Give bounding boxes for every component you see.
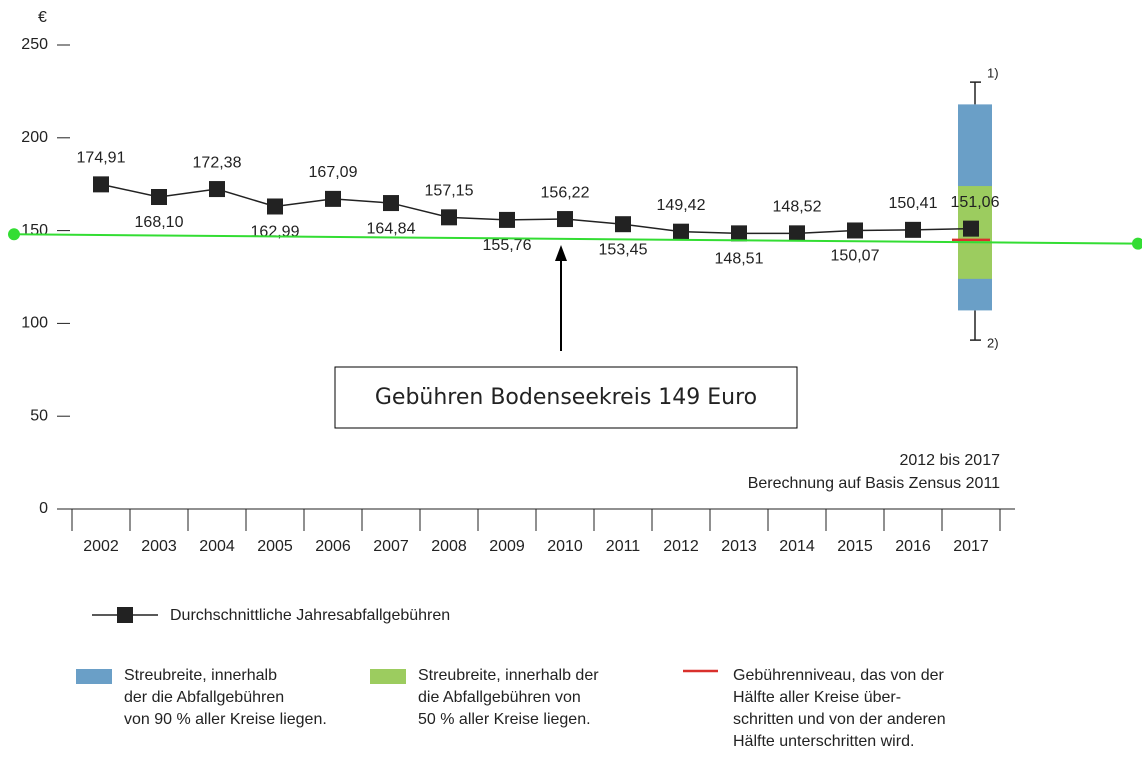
reference-end: [1132, 237, 1142, 250]
marker: [731, 225, 747, 242]
series-line: [100, 183, 972, 235]
marker: [209, 181, 225, 198]
y-tick-label: 200: [21, 129, 48, 146]
x-tick-label: 2005: [257, 538, 293, 555]
x-tick-label: 2015: [837, 538, 873, 555]
legend-label: schritten und von der anderen: [733, 711, 946, 728]
marker: [789, 225, 805, 242]
legend-label: der die Abfallgebühren: [124, 689, 284, 706]
value-label: 156,22: [541, 184, 590, 201]
annotation: Gebühren Bodenseekreis 149 Euro: [375, 385, 757, 410]
x-tick-label: 2012: [663, 538, 699, 555]
legend-label: von 90 % aller Kreise liegen.: [124, 711, 327, 728]
note: Berechnung auf Basis Zensus 2011: [748, 475, 1000, 492]
x-tick-label: 2010: [547, 538, 583, 555]
legend-marker: [117, 607, 133, 623]
y-tick-label: 250: [21, 36, 48, 53]
value-label: 153,45: [599, 241, 648, 258]
marker: [557, 211, 573, 228]
x-tick-label: 2004: [199, 538, 235, 555]
arrow-head: [555, 245, 567, 261]
unit-label: €: [38, 9, 47, 26]
marker: [325, 190, 341, 207]
whisker-label: 2): [987, 336, 999, 351]
value-label: 172,38: [193, 154, 242, 171]
x-tick-label: 2016: [895, 538, 931, 555]
value-label: 148,51: [715, 251, 764, 268]
x-tick-label: 2002: [83, 538, 119, 555]
value-label: 151,06: [951, 194, 1000, 211]
marker: [441, 209, 457, 226]
value-label: 167,09: [309, 164, 358, 181]
annotation-box: [334, 366, 798, 429]
marker: [93, 176, 109, 193]
whisker-label: 1): [987, 66, 999, 81]
legend-label: Hälfte unterschritten wird.: [733, 733, 914, 750]
marker: [963, 220, 979, 237]
legend-label: Streubreite, innerhalb der: [418, 667, 599, 684]
legend-label: Durchschnittliche Jahresabfallgebühren: [170, 607, 450, 624]
x-tick-label: 2003: [141, 538, 177, 555]
legend-label: Streubreite, innerhalb: [124, 667, 277, 684]
legend-label: Hälfte aller Kreise über-: [733, 689, 901, 706]
value-label: 168,10: [135, 214, 184, 231]
y-tick-label: 100: [21, 315, 48, 332]
legend-swatch: [370, 669, 406, 684]
marker: [615, 216, 631, 233]
x-tick-label: 2013: [721, 538, 757, 555]
marker: [267, 198, 283, 215]
x-tick-label: 2011: [606, 538, 641, 555]
value-label: 149,42: [657, 197, 706, 214]
reference-line: [13, 233, 1139, 245]
marker: [673, 223, 689, 240]
x-tick-label: 2006: [315, 538, 351, 555]
marker: [151, 189, 167, 206]
marker: [905, 221, 921, 238]
reference-end: [8, 228, 20, 241]
y-tick-label: 50: [30, 407, 48, 424]
value-label: 164,84: [367, 220, 416, 237]
x-tick-label: 2014: [779, 538, 815, 555]
note: 2012 bis 2017: [899, 452, 1000, 469]
value-label: 157,15: [425, 183, 474, 200]
value-label: 162,99: [251, 224, 300, 241]
legend-swatch: [76, 669, 112, 684]
x-tick-label: 2017: [953, 538, 989, 555]
y-tick-label: 150: [21, 222, 48, 239]
legend-label: Gebührenniveau, das von der: [733, 667, 944, 684]
x-tick-label: 2009: [489, 538, 525, 555]
x-tick-label: 2007: [373, 538, 409, 555]
marker: [499, 211, 515, 228]
marker: [383, 195, 399, 212]
value-label: 150,41: [889, 195, 938, 212]
legend-label: die Abfallgebühren von: [418, 689, 581, 706]
marker: [847, 222, 863, 239]
legend-label: 50 % aller Kreise liegen.: [418, 711, 591, 728]
x-tick-label: 2008: [431, 538, 467, 555]
value-label: 148,52: [773, 199, 822, 216]
value-label: 150,07: [831, 248, 880, 265]
value-label: 155,76: [483, 237, 532, 254]
y-tick-label: 0: [39, 500, 48, 517]
value-label: 174,91: [77, 150, 126, 167]
